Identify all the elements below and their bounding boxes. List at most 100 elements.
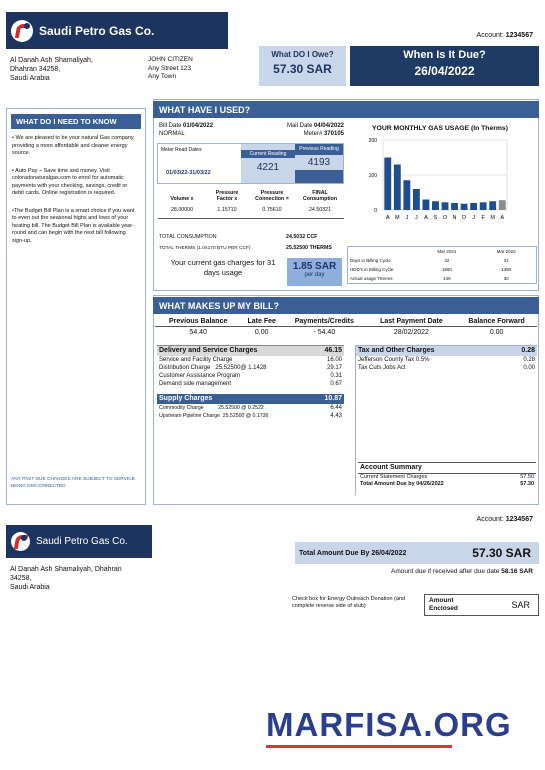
comparison-cell: 30	[503, 276, 509, 281]
chart-x-tick-label: F	[481, 215, 485, 221]
account-summary-label: Total Amount Due by 04/26/2022	[360, 481, 444, 487]
comparison-cell: 31	[503, 258, 509, 263]
bill-summary-header: Previous Balance	[169, 318, 228, 325]
meter-label: Meter#	[303, 131, 323, 137]
bill-summary-value: 0.00	[489, 329, 504, 336]
tax-item: Jefferson County Tax 0.5% 0.28	[356, 356, 537, 364]
stub-after-due-amount: 58.16 SAR	[501, 568, 533, 575]
account-header: Account: 1234567	[477, 32, 533, 39]
bill-dates: Bill Date 01/04/2022 Mail Date 04/04/202…	[159, 122, 344, 138]
meter-read-dates-cell: Meter Read Dates 01/03/22-31/03/22	[158, 144, 241, 183]
daily-amount: 1.85 SAR	[292, 261, 337, 272]
delivery-item-amount: 29.17	[326, 365, 342, 371]
account-summary-item: Total Amount Due by 04/26/2022 57.30	[358, 481, 536, 489]
account-label: Account:	[476, 32, 504, 39]
supply-item-label: Commodity Charge 25.52500 @ 0.2522	[159, 404, 264, 412]
supply-item-name: Upstream Pipeline Charge	[159, 413, 220, 419]
daily-unit: per day	[304, 272, 325, 278]
bill-panel	[153, 295, 539, 505]
bill-summary-header: Late Fee	[247, 318, 276, 325]
bill-summary-value: 54.40	[189, 329, 207, 336]
calc-value: 24.50321	[308, 207, 332, 213]
comparison-cell: 149	[443, 276, 451, 281]
chart-bar	[412, 189, 420, 210]
usage-panel	[153, 99, 539, 291]
delivery-section: Delivery and Service Charges 46.15 Servi…	[157, 345, 344, 420]
rate-type: NORMAL	[159, 131, 185, 137]
total-therms-row: TOTAL THERMS (1.04170 BTU PER CCF) 25.52…	[159, 243, 344, 254]
flame-logo-icon	[11, 532, 30, 551]
stub-address-line: 34258,	[10, 575, 32, 582]
chart-bar	[451, 203, 458, 210]
delivery-item-label: Distribution Charge 25.52500@ 1.1428	[159, 364, 267, 372]
amount-enclosed-label: Amount Enclosed	[429, 597, 458, 612]
owe-amount: 57.30 SAR	[273, 62, 332, 76]
comparison-header: Mar 2021	[437, 249, 457, 254]
supply-item-rate: 25.52500 @ 0.1736	[222, 413, 269, 419]
chart-x-tick-label: M	[395, 215, 400, 221]
stub-account-number: 1234567	[505, 516, 533, 523]
delivery-item-label: Demand side management	[159, 381, 232, 387]
chart-bar	[479, 202, 487, 210]
total-consumption: 24.5032 CCF	[286, 234, 318, 240]
chart-bar	[403, 180, 411, 210]
tax-item-amount: 0.00	[523, 365, 535, 371]
stub-total-due-box: Total Amount Due By 26/04/2022 57.30 SAR	[295, 542, 539, 564]
chart-bar	[422, 199, 430, 210]
chart-x-tick-label: J	[415, 215, 418, 221]
supply-item-rate: 25.52500 @ 0.2522	[218, 405, 264, 411]
chart-y-tick-label: 200	[369, 138, 378, 144]
delivery-item: Demand side management 0.67	[157, 380, 344, 388]
stub-after-due-label: Amount due if received after due date	[390, 568, 500, 575]
current-reading-label: Current Reading	[241, 150, 295, 158]
bill-summary-table: Previous Balance Late Fee Payments/Credi…	[155, 317, 537, 338]
need-to-know-p3: •The Budget Bill Plan is a smart choice …	[12, 207, 135, 244]
current-reading-cell: Current Reading 4221	[241, 144, 295, 183]
account-summary: Account Summary Current Statement Charge…	[358, 462, 536, 489]
chart-bar	[489, 201, 497, 210]
bill-summary-value-row: 54.40 0.00 - 54.40 28/02/2022 0.00	[155, 327, 537, 339]
mail-date-row: Mail Date 04/04/2022	[287, 122, 344, 130]
mail-date-label: Mail Date	[286, 123, 313, 129]
bill-date-label: Bill Date	[159, 123, 182, 129]
chart-x-tick-label: J	[405, 215, 408, 221]
chart-x-tick-label: A	[386, 215, 390, 221]
calc-value-row: 28.00000 1.15710 0.75610 24.50321	[158, 204, 344, 219]
stub-address-line: Al Danah Ash Shamaliyah, Dhahran	[10, 566, 122, 573]
comparison-cell: 1350	[501, 267, 512, 272]
need-to-know-title: WHAT DO I NEED TO KNOW	[11, 114, 141, 129]
comparison-row: HDD's in Billing Cycle 1550 1350	[348, 265, 537, 274]
donation-checkbox[interactable]: Check box for Energy Outreach Donation (…	[292, 596, 406, 609]
delivery-item-amount: 0.31	[330, 373, 342, 379]
recipient-line: Any Town	[148, 73, 177, 80]
tax-item: Tax Cuts Jobs Act 0.00	[356, 364, 537, 372]
total-consumption-row: TOTAL CONSUMPTION 24.5032 CCF	[159, 232, 344, 243]
chart-x-tick-label: N	[453, 215, 457, 221]
bill-summary-value: 28/02/2022	[393, 329, 429, 336]
tax-header: Tax and Other Charges 0.28	[356, 346, 537, 356]
watermark: MARFISA.ORG	[266, 706, 538, 748]
chart-bar	[460, 203, 468, 210]
chart-x-tick-label: M	[490, 215, 495, 221]
totals-block: TOTAL CONSUMPTION 24.5032 CCF TOTAL THER…	[159, 232, 344, 254]
comparison-cell: HDD's in Billing Cycle	[350, 267, 394, 272]
comparison-cell: Days in Billing Cycle	[350, 258, 391, 263]
stub-address: Al Danah Ash Shamaliyah, Dhahran 34258, …	[10, 565, 122, 592]
tax-title: Tax and Other Charges	[358, 347, 435, 354]
customer-address: Al Danah Ash Shamaliyah, Dhahran 34258, …	[10, 56, 93, 83]
delivery-item: Distribution Charge 25.52500@ 1.1428 29.…	[157, 364, 344, 372]
stub-total-due-label: Total Amount Due By 26/04/2022	[299, 549, 407, 557]
bill-summary-header: Balance Forward	[468, 318, 525, 325]
chart-bar	[393, 164, 401, 210]
recipient-line: JOHN CITIZEN	[148, 56, 193, 63]
due-label: When Is It Due?	[403, 49, 486, 61]
meter-reading-box: Meter Read Dates 01/03/22-31/03/22 Curre…	[157, 143, 344, 184]
stub-company-logo: Saudi Petro Gas Co.	[6, 525, 152, 558]
chart-x-tick-label: A	[500, 215, 504, 221]
comparison-cell: Actual usage Therms	[350, 276, 393, 281]
tax-item-amount: 0.28	[523, 357, 535, 363]
chart-x-tick-label: J	[472, 215, 475, 221]
calc-header-row: Volume x Pressure Factor x Pressure Conn…	[158, 188, 344, 204]
amount-enclosed-box[interactable]: Amount Enclosed SAR	[424, 594, 539, 616]
